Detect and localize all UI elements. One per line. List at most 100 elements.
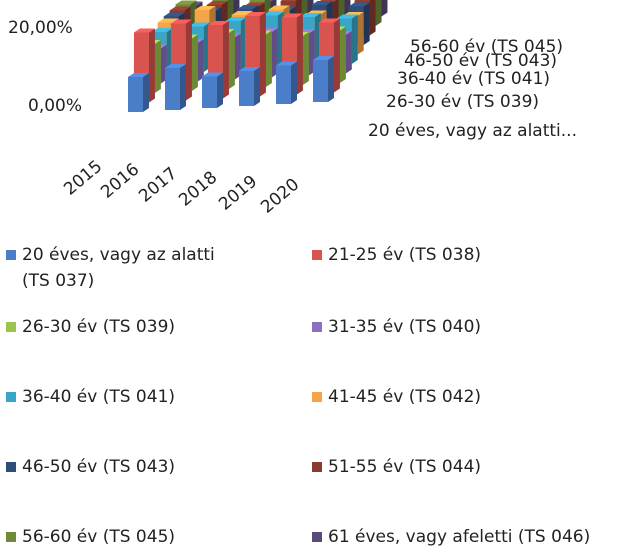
bar-top (280, 0, 298, 1)
bar-top (128, 73, 149, 77)
legend-item: 56-60 év (TS 045) (6, 524, 236, 550)
legend-label: 41-45 év (TS 042) (328, 387, 482, 407)
legend-item: 36-40 év (TS 041) (6, 384, 236, 410)
bar-side (345, 31, 352, 74)
bar-front (313, 60, 328, 102)
bar-20-ves-vagy-az-alatti-ts-037--2016 (165, 64, 186, 110)
bar-side (191, 34, 198, 91)
bar-top (237, 5, 259, 9)
bar-top (231, 11, 253, 15)
legend-swatch (6, 322, 16, 332)
bar-front (239, 71, 254, 106)
legend-swatch (6, 462, 16, 472)
depth-tick-label: 46-50 év (TS 043) (404, 51, 557, 71)
bar-top (262, 11, 284, 16)
bar-side (222, 21, 229, 99)
legend-item: 51-55 év (TS 044) (312, 454, 622, 480)
bar-side (234, 33, 241, 80)
bar-top (354, 0, 371, 1)
bar-side (328, 56, 334, 102)
bar-front (276, 65, 291, 104)
bar-side (357, 12, 364, 55)
bar-top (318, 18, 340, 23)
legend-item: 46-50 év (TS 043) (6, 454, 236, 480)
bar-side (369, 0, 376, 36)
bar-top (313, 56, 334, 60)
legend: 20 éves, vagy az alatti (TS 037) 21-25 év… (0, 232, 626, 555)
bar-20-ves-vagy-az-alatti-ts-037--2019 (276, 61, 297, 104)
bar-top (336, 14, 358, 19)
bar-side (259, 12, 266, 97)
depth-tick-label: 56-60 év (TS 045) (410, 37, 563, 57)
bar-side (296, 13, 303, 95)
bar-side (180, 64, 186, 110)
x-tick-label: 2017 (135, 164, 181, 207)
bar-top (268, 5, 290, 10)
bar-top (244, 12, 266, 16)
legend-swatch (6, 532, 16, 542)
legend-label: 21-25 év (TS 038) (328, 245, 482, 265)
bar-20-ves-vagy-az-alatti-ts-037--2015 (128, 73, 149, 112)
bar-top (163, 12, 185, 17)
legend-swatch (312, 322, 322, 332)
legend-label: 61 éves, vagy afeletti (TS 046) (328, 527, 591, 547)
legend-item: 31-35 év (TS 040) (312, 314, 622, 340)
bar-top (133, 28, 155, 33)
legend-label: 26-30 év (TS 039) (22, 317, 176, 337)
x-tick-label: 2016 (97, 160, 143, 203)
bar-20-ves-vagy-az-alatti-ts-037--2017 (202, 72, 223, 108)
depth-axis-labels: 20 éves, vagy az alatti... 26-30 év (TS 0… (368, 37, 577, 141)
legend-label: 51-55 év (TS 044) (328, 457, 482, 477)
legend-item: 20 éves, vagy az alatti (TS 037) (6, 242, 236, 294)
bar-top (169, 6, 191, 11)
bar-top (276, 61, 297, 66)
x-tick-label: 2018 (175, 168, 221, 211)
legend-item: 26-30 év (TS 039) (6, 314, 236, 340)
bar-front (128, 77, 143, 112)
legend-swatch (6, 392, 16, 402)
bar-top (151, 28, 173, 32)
bar-side (197, 39, 204, 82)
bar-top (175, 0, 197, 5)
legend-label: 46-50 év (TS 043) (22, 457, 176, 477)
bar-top (170, 19, 192, 24)
legend-swatch (312, 392, 322, 402)
bar-front (202, 76, 217, 108)
depth-tick-label: 36-40 év (TS 041) (397, 69, 550, 89)
bar-side (302, 32, 309, 85)
bar-top (206, 1, 228, 5)
legend-swatch (312, 250, 322, 260)
bar-side (228, 29, 235, 89)
bar-20-ves-vagy-az-alatti-ts-037--2018 (239, 67, 260, 106)
legend-swatch (312, 532, 322, 542)
legend-label: 36-40 év (TS 041) (22, 387, 176, 407)
bar-side (351, 14, 358, 64)
bars-layer (128, 0, 388, 112)
legend-item: 41-45 év (TS 042) (312, 384, 622, 410)
legend-label: 20 éves, vagy az alatti (TS 037) (22, 245, 215, 291)
bar-top (249, 0, 266, 1)
legend-label: 56-60 év (TS 045) (22, 527, 176, 547)
bar-side (265, 30, 272, 87)
bar-top (194, 6, 216, 10)
bar-top (202, 72, 223, 77)
legend-item: 61 éves, vagy afeletti (TS 046) (312, 524, 622, 550)
bar-side (254, 67, 260, 106)
bar-top (311, 1, 333, 5)
bar-side (148, 28, 155, 103)
x-tick-label: 2015 (60, 157, 106, 200)
bar-side (271, 28, 278, 78)
bar-side (185, 19, 192, 101)
bar-20-ves-vagy-az-alatti-ts-037--2020 (313, 56, 334, 102)
bar-side (381, 0, 388, 17)
bar-side (291, 61, 297, 104)
bar-top (165, 64, 186, 68)
legend-swatch (6, 250, 16, 260)
x-tick-label: 2019 (215, 172, 261, 215)
bar-side (143, 73, 149, 112)
bar-side (339, 26, 346, 83)
depth-tick-label: 26-30 év (TS 039) (386, 92, 539, 112)
depth-tick-label: 20 éves, vagy az alatti... (368, 121, 577, 141)
